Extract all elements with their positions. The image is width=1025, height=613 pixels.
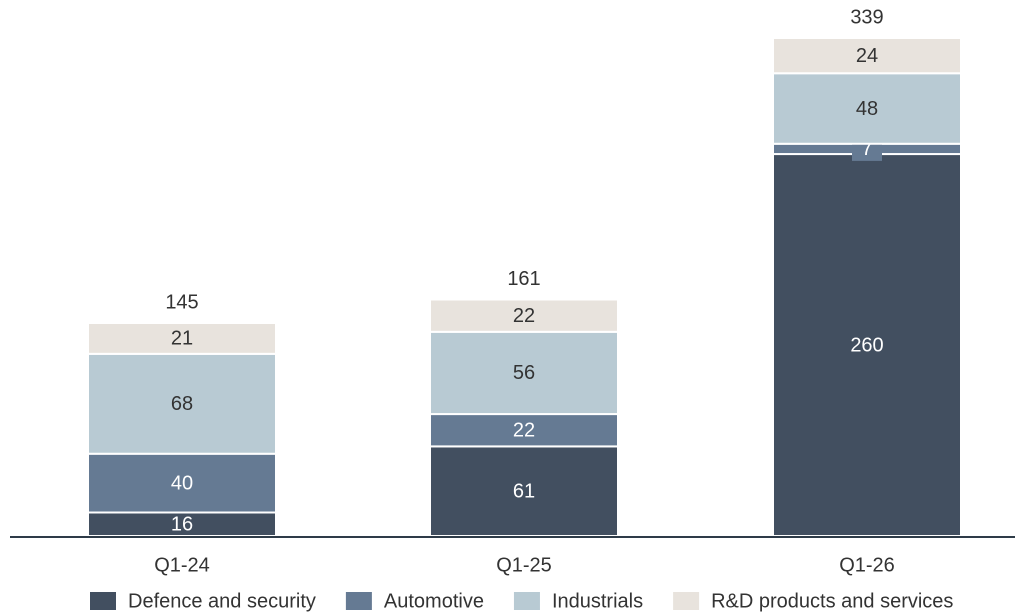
legend-label: Defence and security: [128, 590, 316, 612]
x-tick-label: Q1-25: [496, 554, 552, 576]
total-label: 339: [850, 6, 883, 28]
data-label: 7: [861, 138, 872, 160]
legend-label: Industrials: [552, 590, 643, 612]
legend-swatch: [345, 592, 372, 610]
legend-swatch: [90, 592, 116, 610]
total-label: 161: [507, 268, 540, 290]
bar-segment: [87, 452, 277, 514]
bar-segment: [772, 37, 962, 75]
data-label: 48: [856, 98, 878, 120]
data-label: 56: [513, 362, 535, 384]
legend-swatch: [513, 592, 540, 610]
bar-segment: [429, 298, 619, 333]
bar-segment: [429, 330, 619, 416]
bar-segment: [87, 321, 277, 355]
data-label: 22: [513, 420, 535, 442]
data-label: 68: [171, 393, 193, 415]
data-label: 260: [850, 334, 883, 356]
x-tick-label: Q1-26: [839, 554, 895, 576]
data-label: 21: [171, 328, 193, 350]
total-label: 145: [165, 291, 198, 313]
data-label: 16: [171, 514, 193, 536]
legend-swatch: [673, 592, 700, 610]
data-label: 24: [856, 45, 878, 67]
data-label: 40: [171, 472, 193, 494]
data-label: 61: [513, 480, 535, 502]
x-tick-label: Q1-24: [154, 554, 210, 576]
bar-segment: [772, 153, 962, 537]
bar-segment: [772, 72, 962, 145]
data-label: 22: [513, 305, 535, 327]
legend-label: R&D products and services: [711, 590, 953, 612]
legend-label: Automotive: [384, 590, 484, 612]
